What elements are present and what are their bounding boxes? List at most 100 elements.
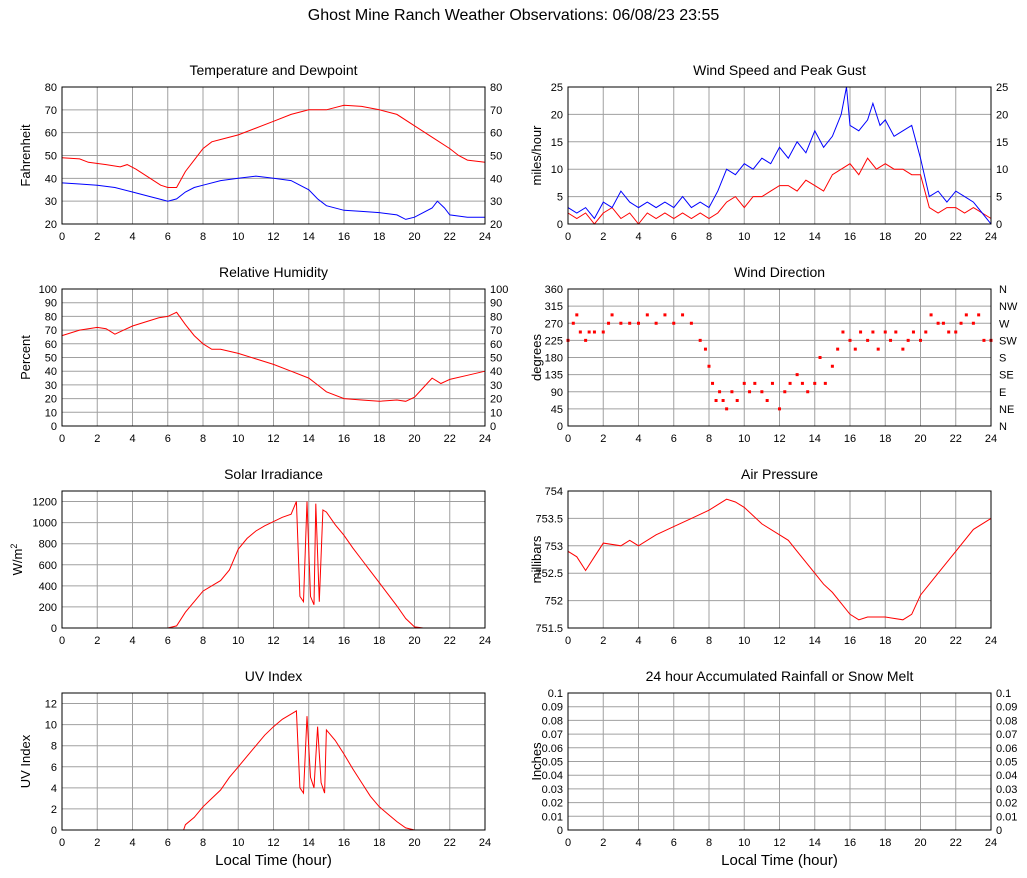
wdir-point [711, 381, 715, 385]
pressure-xtick-label: 0 [565, 635, 571, 647]
solar-title: Solar Irradiance [224, 466, 323, 482]
wind-ytick-label-right: 25 [996, 82, 1008, 94]
rh-xtick-label: 2 [94, 433, 100, 445]
wdir-ytick-label: 315 [545, 301, 563, 313]
uv-xtick-label: 22 [444, 837, 456, 849]
wdir-compass-label: E [999, 387, 1006, 399]
pressure-xtick-label: 18 [879, 635, 891, 647]
wdir-title: Wind Direction [734, 264, 825, 280]
rain-chart: 24 hour Accumulated Rainfall or Snow Mel… [529, 668, 1017, 869]
temp-xtick-label: 14 [303, 231, 315, 243]
rain-ytick-label-right: 0.05 [996, 757, 1017, 769]
wdir-xtick-label: 10 [738, 433, 750, 445]
rh-xtick-label: 16 [338, 433, 350, 445]
uv-xtick-label: 16 [338, 837, 350, 849]
wdir-point [753, 381, 757, 385]
rh-xtick-label: 18 [373, 433, 385, 445]
rh-xtick-label: 0 [59, 433, 65, 445]
wdir-point [783, 390, 787, 394]
wind-xtick-label: 6 [671, 231, 677, 243]
wind-ytick-label: 5 [557, 192, 563, 204]
rain-xtick-label: 4 [635, 837, 641, 849]
solar-xtick-label: 18 [373, 635, 385, 647]
wdir-point [698, 338, 702, 342]
solar-xtick-label: 10 [232, 635, 244, 647]
temp-xtick-label: 20 [408, 231, 420, 243]
rain-ytick-label-right: 0.06 [996, 743, 1017, 755]
rain-ytick-label: 0.09 [542, 702, 563, 714]
rh-ytick-label-right: 20 [490, 394, 502, 406]
wdir-point [730, 390, 734, 394]
wdir-ytick-label: 270 [545, 318, 563, 330]
wdir-ytick-label: 180 [545, 353, 563, 365]
solar-ytick-label: 0 [51, 623, 57, 635]
wind-ytick-label: 25 [551, 82, 563, 94]
wdir-ytick-label: 45 [551, 404, 563, 416]
wdir-point [654, 321, 658, 325]
wdir-xtick-label: 16 [844, 433, 856, 445]
wdir-point [788, 381, 792, 385]
temp-frame [61, 86, 486, 225]
rh-xtick-label: 20 [408, 433, 420, 445]
uv-ytick-label: 4 [51, 783, 57, 795]
uv-ytick-label: 2 [51, 804, 57, 816]
wdir-point [859, 330, 863, 334]
wdir-xtick-label: 2 [600, 433, 606, 445]
wdir-xtick-label: 24 [985, 433, 997, 445]
uv-ytick-label: 12 [45, 699, 57, 711]
wind-xtick-label: 16 [844, 231, 856, 243]
wdir-point [578, 330, 582, 334]
solar-xtick-label: 24 [479, 635, 491, 647]
wdir-point [982, 338, 986, 342]
pressure-xtick-label: 10 [738, 635, 750, 647]
solar-xtick-label: 0 [59, 635, 65, 647]
pressure-xtick-label: 22 [950, 635, 962, 647]
wind-xtick-label: 14 [809, 231, 821, 243]
pressure-xtick-label: 8 [706, 635, 712, 647]
rh-ytick-label-right: 50 [490, 353, 502, 365]
wdir-point [866, 338, 870, 342]
pressure-xtick-label: 14 [809, 635, 821, 647]
rh-ytick-label: 60 [45, 339, 57, 351]
rain-ytick-label: 0.01 [542, 811, 563, 823]
wdir-point [841, 330, 845, 334]
wdir-point [607, 321, 611, 325]
rh-ytick-label-right: 60 [490, 339, 502, 351]
rh-ytick-label-right: 80 [490, 311, 502, 323]
rain-ytick-label: 0.05 [542, 757, 563, 769]
rain-ytick-label-right: 0.02 [996, 798, 1017, 810]
wdir-point [742, 381, 746, 385]
temp-xtick-label: 6 [165, 231, 171, 243]
pressure-xtick-label: 16 [844, 635, 856, 647]
wdir-ytick-label: 360 [545, 284, 563, 296]
rain-ytick-label-right: 0 [996, 825, 1002, 837]
temp-xtick-label: 2 [94, 231, 100, 243]
wdir-point [818, 356, 822, 359]
pressure-series-line-0 [567, 498, 992, 621]
wdir-compass-label: NE [999, 404, 1014, 416]
uv-xtick-label: 20 [408, 837, 420, 849]
wdir-xtick-label: 18 [879, 433, 891, 445]
wdir-point [936, 321, 940, 325]
wdir-point [800, 381, 804, 385]
rh-xtick-label: 6 [165, 433, 171, 445]
uv-xtick-label: 6 [165, 837, 171, 849]
rain-ytick-label: 0.03 [542, 784, 563, 796]
uv-xtick-label: 0 [59, 837, 65, 849]
rain-xtick-label: 16 [844, 837, 856, 849]
wdir-point [645, 313, 649, 317]
rh-xtick-label: 22 [444, 433, 456, 445]
wdir-compass-label: N [999, 421, 1007, 433]
wind-ylabel: miles/hour [529, 125, 544, 186]
uv-xtick-label: 12 [267, 837, 279, 849]
rh-frame [61, 288, 486, 427]
wdir-point [924, 330, 928, 334]
temp-xtick-label: 4 [129, 231, 135, 243]
rh-xtick-label: 4 [129, 433, 135, 445]
wind-xtick-label: 4 [635, 231, 641, 243]
rain-ytick-label: 0.1 [548, 688, 563, 700]
